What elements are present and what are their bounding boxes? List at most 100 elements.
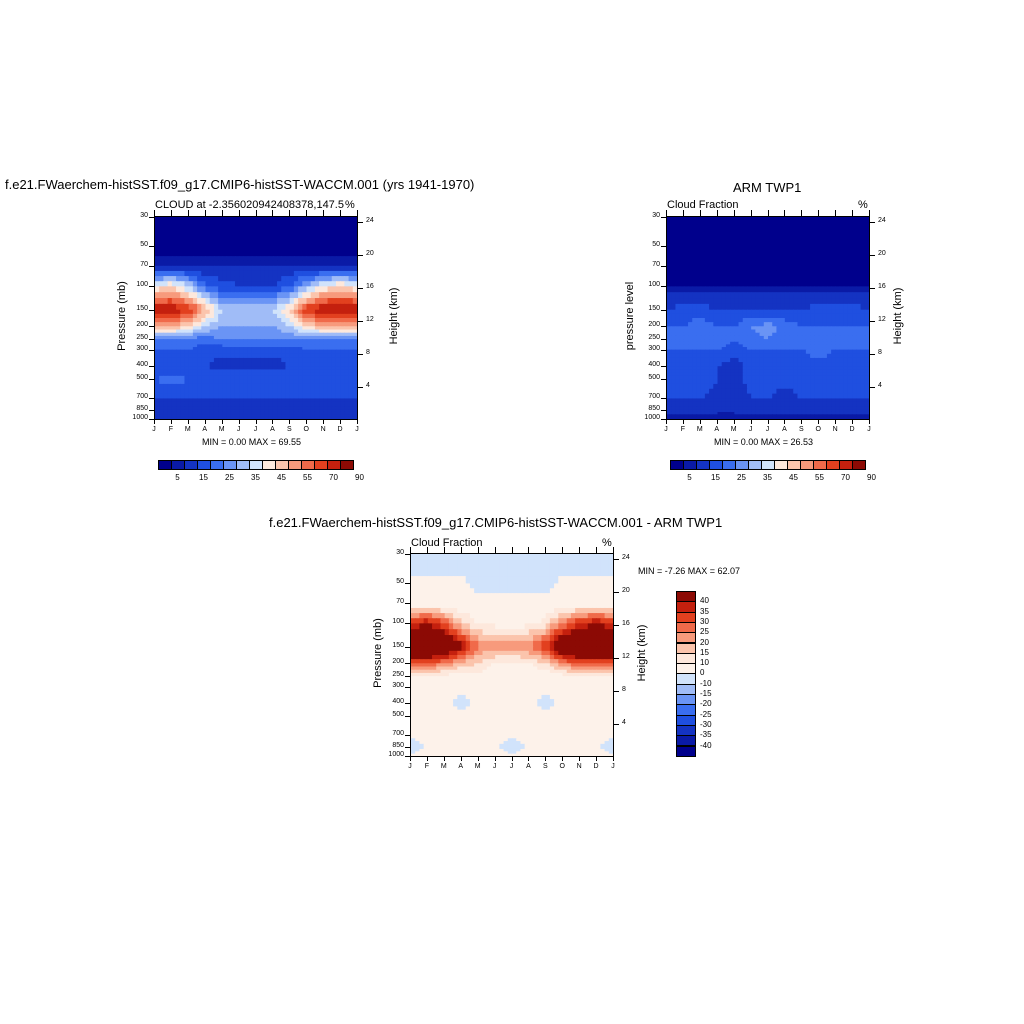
panel1-cell — [192, 332, 198, 337]
panel2-cell — [692, 286, 698, 293]
panel1-cell — [319, 256, 324, 262]
panel2-cell — [831, 411, 836, 415]
panel2-cell — [717, 372, 723, 377]
panel1-cell — [264, 357, 270, 363]
panel2-cell — [864, 357, 869, 363]
panel2-cell — [768, 349, 773, 355]
panel1-cell — [348, 260, 354, 267]
panel2-cell — [810, 286, 815, 293]
panel2-cell — [679, 313, 685, 319]
panel2-cell — [667, 372, 672, 377]
panel1-cell — [268, 286, 274, 293]
panel1-cell — [327, 260, 333, 267]
panel1-cell — [310, 281, 316, 287]
panel2-cell — [810, 414, 815, 418]
panel1-cell — [243, 347, 249, 351]
panel1-cell — [218, 286, 223, 293]
panel2-cell — [759, 411, 765, 415]
panel1-cell — [319, 416, 324, 419]
panel1-cell — [348, 347, 354, 351]
panel2-cell — [734, 411, 740, 415]
panel2-cell — [759, 276, 765, 282]
panel1-cell — [171, 411, 177, 415]
panel2-cell — [805, 251, 811, 257]
panel3-cell — [490, 568, 496, 577]
panel2-cell — [793, 353, 799, 359]
panel1-cell — [340, 372, 345, 377]
panel1-cell — [306, 372, 312, 377]
panel2-cell — [692, 335, 698, 340]
panel1-cell — [323, 270, 329, 277]
panel1-cell — [289, 281, 295, 287]
panel2-cell — [843, 303, 849, 311]
panel2-cell — [847, 265, 853, 272]
panel2-cell — [801, 414, 807, 418]
height-tick-mark — [358, 222, 363, 224]
panel2-cell — [797, 322, 803, 327]
panel3-cell — [448, 576, 454, 585]
panel1-cell — [314, 335, 320, 340]
panel2-cell — [667, 246, 672, 252]
panel2-cell — [700, 353, 706, 359]
height-tick-label: 4 — [878, 381, 882, 389]
panel3-cell — [512, 568, 517, 577]
panel2-cell — [860, 326, 866, 331]
panel1-cell — [293, 353, 299, 359]
panel1-cell — [289, 329, 295, 334]
panel1-cell — [234, 406, 240, 411]
panel1-cell — [314, 404, 320, 408]
panel2-cell — [738, 260, 744, 267]
panel1-cell — [277, 379, 282, 385]
panel1-cell — [327, 292, 333, 299]
panel2-cell — [667, 260, 672, 267]
panel2-cell — [725, 329, 731, 334]
panel1-cell — [260, 366, 266, 371]
panel1-cell — [222, 414, 228, 418]
panel1-cell — [268, 224, 274, 233]
panel2-cell — [671, 286, 677, 293]
panel1-cell — [188, 414, 194, 418]
panel2-cell — [822, 265, 828, 272]
panel2-cell — [835, 281, 841, 287]
panel1-cell — [222, 388, 228, 395]
panel1-cell — [340, 217, 345, 225]
panel2-cell — [860, 292, 866, 299]
panel2-cell — [763, 276, 769, 282]
panel1-cell — [159, 341, 165, 345]
colorbar-swatch — [171, 460, 185, 470]
panel1-cell — [314, 326, 320, 331]
panel1-cell — [201, 322, 207, 327]
panel2-cell — [856, 217, 862, 225]
panel2-cell — [709, 393, 714, 400]
panel1-cell — [298, 339, 303, 343]
month-tick-mark — [187, 420, 189, 424]
panel1-cell — [251, 292, 257, 299]
panel1-cell — [201, 388, 207, 395]
panel2-cell — [818, 329, 824, 334]
panel1-cell — [285, 326, 291, 331]
panel1-cell — [180, 406, 186, 411]
panel1-cell — [331, 256, 337, 262]
panel1-cell — [348, 265, 354, 272]
panel1-cell — [163, 401, 169, 405]
panel2-cell — [696, 406, 702, 411]
panel2-cell — [784, 404, 790, 408]
panel1-cell — [264, 353, 270, 359]
panel2-cell — [717, 379, 723, 385]
panel2-cell — [746, 366, 752, 371]
panel1-cell — [319, 217, 324, 225]
panel1-cell — [335, 372, 341, 377]
panel2-cell — [772, 270, 778, 277]
panel2-cell — [713, 383, 719, 390]
panel1-cell — [247, 322, 253, 327]
panel1-cell — [192, 414, 198, 418]
panel1-cell — [335, 281, 341, 287]
panel1-cell — [176, 379, 181, 385]
panel1-cell — [314, 383, 320, 390]
panel1-cell — [180, 217, 186, 225]
panel2-cell — [784, 388, 790, 395]
panel2-cell — [801, 303, 807, 311]
panel2-cell — [721, 416, 727, 419]
panel1-cell — [247, 369, 253, 374]
panel2-cell — [780, 326, 786, 331]
